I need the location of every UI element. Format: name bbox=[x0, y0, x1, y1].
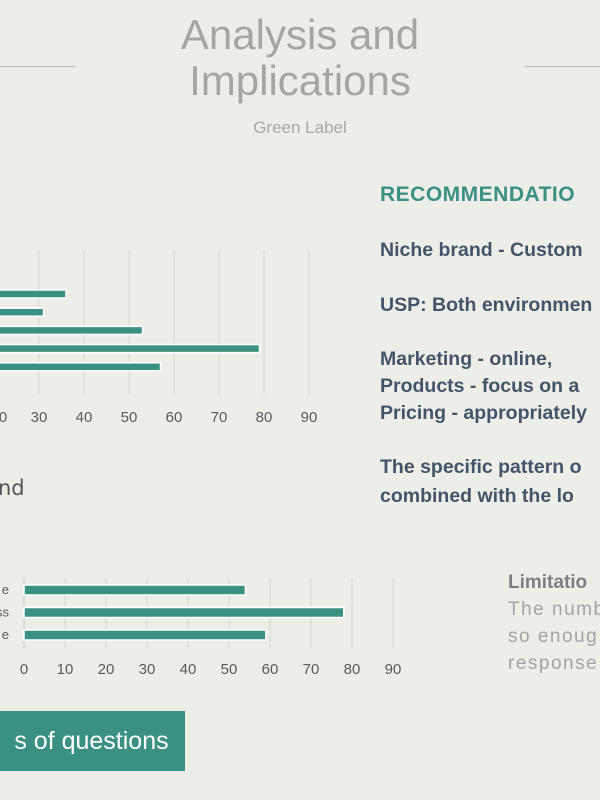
page-title-line2: Implications bbox=[189, 57, 411, 104]
limitation-line: so enoug bbox=[508, 626, 599, 647]
x-tick-label: 30 bbox=[139, 661, 156, 678]
x-tick-label: 90 bbox=[301, 409, 318, 426]
x-tick-label: 90 bbox=[385, 661, 402, 678]
bar bbox=[23, 584, 247, 596]
page-title-line1: Analysis and bbox=[180, 11, 420, 58]
recommendation-line: combined with the lo bbox=[380, 485, 574, 507]
recommendation-line: USP: Both environmen bbox=[380, 294, 593, 316]
title-rule-left bbox=[0, 66, 75, 67]
x-tick-label: 70 bbox=[211, 409, 228, 426]
bottom-bar-chart-svg: 0 10 20 30 40 50 60 70 80 90 e ss e bbox=[0, 578, 402, 678]
top-bar-chart-svg: 0 30 40 50 60 70 80 90 bbox=[0, 250, 318, 426]
bar bbox=[23, 606, 345, 619]
bottom-bar-chart: 0 10 20 30 40 50 60 70 80 90 e ss e bbox=[0, 570, 420, 680]
x-tick-label: 70 bbox=[303, 661, 320, 678]
chart-title-fragment: nd bbox=[0, 476, 25, 500]
x-tick-label: 60 bbox=[166, 409, 183, 426]
x-tick-label: 50 bbox=[221, 661, 238, 678]
recommendation-line: Products - focus on a bbox=[380, 375, 580, 397]
x-tick-label: 40 bbox=[180, 661, 197, 678]
recommendation-line: The specific pattern o bbox=[380, 456, 582, 478]
x-tick-label: 40 bbox=[76, 409, 93, 426]
category-label: e bbox=[2, 627, 9, 642]
recommendation-line: Marketing - online, bbox=[380, 348, 553, 370]
x-tick-label: 60 bbox=[262, 661, 279, 678]
x-tick-label: 0 bbox=[0, 409, 7, 426]
recommendation-line: Pricing - appropriately bbox=[380, 402, 587, 424]
bar bbox=[0, 325, 144, 336]
page-subtitle: Green Label bbox=[253, 118, 347, 137]
x-tick-label: 50 bbox=[121, 409, 138, 426]
recommendation-line: Niche brand - Custom bbox=[380, 239, 583, 261]
limitation-line: The numb bbox=[508, 599, 600, 620]
questions-button[interactable]: s of questions bbox=[0, 711, 185, 771]
x-tick-label: 20 bbox=[98, 661, 115, 678]
bar bbox=[23, 629, 267, 641]
x-tick-label: 30 bbox=[31, 409, 48, 426]
bar bbox=[0, 289, 67, 299]
title-rule-right bbox=[525, 66, 600, 67]
bar bbox=[0, 343, 261, 354]
bar bbox=[0, 307, 45, 317]
x-tick-label: 10 bbox=[57, 661, 74, 678]
category-label: ss bbox=[0, 605, 10, 620]
top-bar-chart: 0 30 40 50 60 70 80 90 bbox=[0, 240, 330, 440]
recommendations-heading: RECOMMENDATIO bbox=[380, 183, 576, 206]
limitation-line: response bbox=[508, 653, 599, 674]
page-title: Analysis and Implications bbox=[110, 12, 490, 104]
limitations-heading: Limitatio bbox=[508, 572, 588, 593]
category-label: e bbox=[2, 582, 9, 597]
bar bbox=[0, 362, 162, 372]
x-tick-label: 80 bbox=[344, 661, 361, 678]
x-tick-label: 0 bbox=[20, 661, 28, 678]
x-tick-label: 80 bbox=[256, 409, 273, 426]
